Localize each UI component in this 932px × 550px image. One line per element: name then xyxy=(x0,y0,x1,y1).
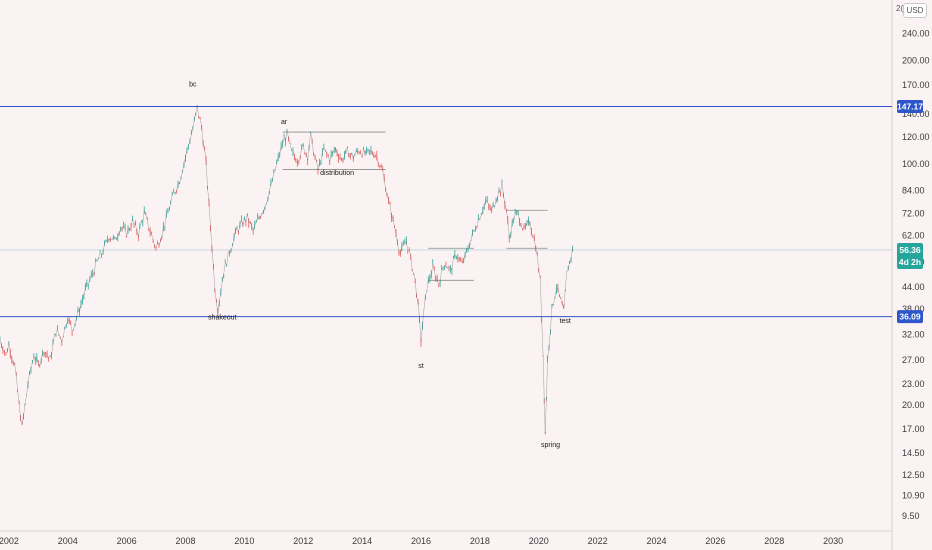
x-tick-label: 2012 xyxy=(293,536,313,546)
y-tick-label: 120.00 xyxy=(902,132,930,142)
y-tick-label: 14.50 xyxy=(902,448,925,458)
y-tick-label: 100.00 xyxy=(902,159,930,169)
y-tick-label: 200.00 xyxy=(902,56,930,66)
currency-button[interactable]: USD xyxy=(903,3,927,18)
x-tick-label: 2016 xyxy=(411,536,431,546)
x-tick-label: 2024 xyxy=(646,536,666,546)
price-tag-label: 36.09 xyxy=(899,312,921,322)
x-tick-label: 2010 xyxy=(234,536,254,546)
y-tick-label: 240.00 xyxy=(902,28,930,38)
chart-annotation: spring xyxy=(541,442,560,449)
chart-annotation: shakeout xyxy=(208,314,236,321)
y-tick-label: 72.00 xyxy=(902,208,925,218)
y-tick-label: 23.00 xyxy=(902,379,925,389)
y-tick-label: 20.00 xyxy=(902,400,925,410)
y-tick-label: 84.00 xyxy=(902,185,925,195)
x-tick-label: 2030 xyxy=(823,536,843,546)
price-tag-label: 147.17 xyxy=(897,101,923,111)
y-tick-label: 140.00 xyxy=(902,109,930,119)
chart-annotation: distribution xyxy=(320,170,354,177)
x-tick-label: 2002 xyxy=(0,536,19,546)
y-tick-label: 38.00 xyxy=(902,304,925,314)
price-tag xyxy=(897,99,923,113)
price-tag xyxy=(897,310,923,324)
chart-annotation: bc xyxy=(189,82,197,89)
y-axis-tick-top: 2( xyxy=(896,4,904,13)
x-tick-label: 2008 xyxy=(175,536,195,546)
x-tick-label: 2014 xyxy=(352,536,372,546)
y-tick-label: 10.90 xyxy=(902,491,925,501)
chart-annotation: st xyxy=(418,363,424,370)
chart-annotation: ar xyxy=(281,119,288,126)
x-tick-label: 2020 xyxy=(529,536,549,546)
x-tick-label: 2004 xyxy=(58,536,78,546)
x-tick-label: 2006 xyxy=(117,536,137,546)
y-tick-label: 17.00 xyxy=(902,424,925,434)
countdown-label: 4d 2h xyxy=(899,257,921,267)
last-price-label: 56.36 xyxy=(899,245,921,255)
y-tick-label: 27.00 xyxy=(902,355,925,365)
y-tick-label: 44.00 xyxy=(902,282,925,292)
chart-annotation: test xyxy=(560,318,571,325)
last-price-tag xyxy=(897,242,923,269)
y-tick-label: 170.00 xyxy=(902,80,930,90)
x-tick-label: 2026 xyxy=(705,536,725,546)
y-tick-label: 12.50 xyxy=(902,470,925,480)
y-tick-label: 62.00 xyxy=(902,231,925,241)
price-series-line xyxy=(0,105,573,434)
y-tick-label: 9.50 xyxy=(902,511,920,521)
x-tick-label: 2022 xyxy=(588,536,608,546)
y-tick-label: 32.00 xyxy=(902,330,925,340)
x-tick-label: 2018 xyxy=(470,536,490,546)
x-tick-label: 2028 xyxy=(764,536,784,546)
